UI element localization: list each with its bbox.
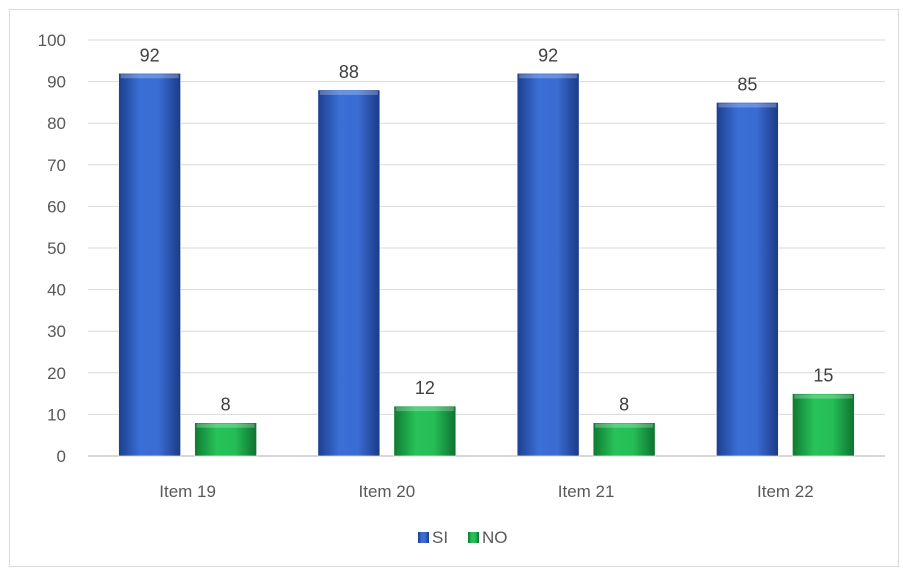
x-tick-label: Item 22 xyxy=(757,482,814,501)
y-tick-label: 0 xyxy=(57,447,66,466)
x-tick-label: Item 21 xyxy=(558,482,615,501)
data-label: 88 xyxy=(339,62,359,82)
y-tick-label: 40 xyxy=(47,281,66,300)
legend: SI NO xyxy=(418,528,508,547)
bar-highlight xyxy=(595,423,654,428)
bar-si xyxy=(317,89,381,457)
bar-si xyxy=(516,72,580,457)
data-label: 92 xyxy=(538,45,558,65)
y-tick-label: 80 xyxy=(47,114,66,133)
bar-si xyxy=(716,102,779,457)
data-label: 12 xyxy=(415,378,435,398)
bar-highlight xyxy=(794,394,853,399)
bar-no xyxy=(792,393,855,457)
bar-highlight xyxy=(519,74,578,79)
legend-label-no: NO xyxy=(482,528,508,547)
y-tick-label: 70 xyxy=(47,156,66,175)
y-tick-label: 90 xyxy=(47,73,66,92)
bar-highlight xyxy=(718,103,777,108)
data-label: 8 xyxy=(221,395,231,415)
y-tick-label: 30 xyxy=(47,322,66,341)
bar-highlight xyxy=(319,90,378,95)
legend-label-si: SI xyxy=(432,528,448,547)
bar-no xyxy=(393,405,457,457)
data-label: 92 xyxy=(140,45,160,65)
bar-highlight xyxy=(196,423,255,428)
data-label: 85 xyxy=(737,74,757,94)
y-tick-label: 10 xyxy=(47,405,66,424)
y-tick-label: 20 xyxy=(47,364,66,383)
data-label: 8 xyxy=(619,395,629,415)
y-tick-label: 100 xyxy=(38,31,66,50)
bar-si xyxy=(118,72,181,457)
x-tick-label: Item 19 xyxy=(159,482,216,501)
bar-no xyxy=(592,422,656,457)
bar-no xyxy=(194,422,257,457)
y-tick-label: 50 xyxy=(47,239,66,258)
legend-swatch-no xyxy=(468,532,479,543)
x-tick-label: Item 20 xyxy=(359,482,416,501)
legend-swatch-si xyxy=(418,532,429,543)
data-label: 15 xyxy=(813,366,833,386)
bar-highlight xyxy=(395,407,454,412)
bar-highlight xyxy=(120,74,179,79)
y-tick-label: 60 xyxy=(47,197,66,216)
